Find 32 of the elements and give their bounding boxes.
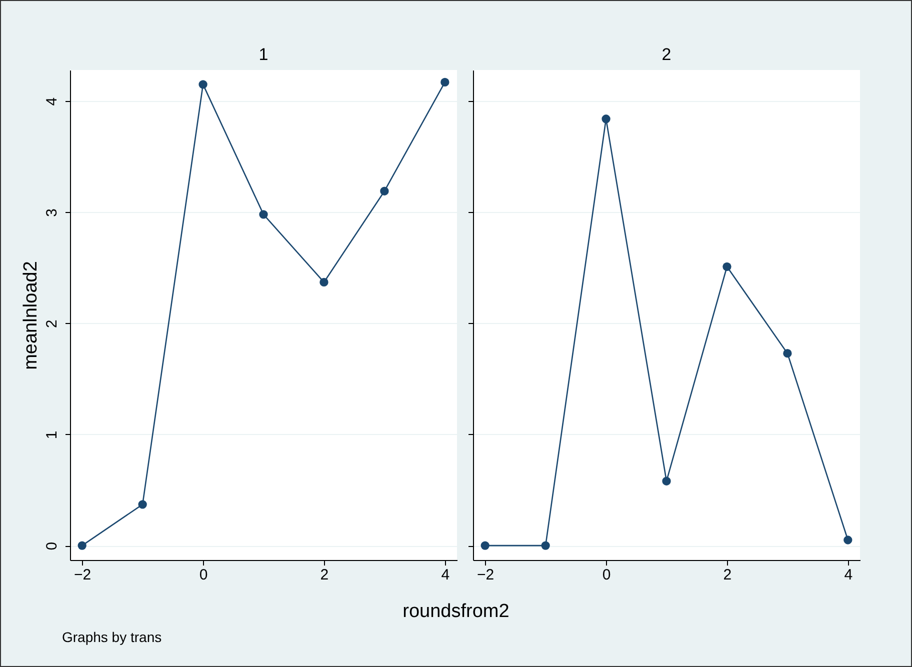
- chart-title: 2: [662, 45, 672, 64]
- y-tick-label: 2: [44, 320, 60, 328]
- point: [783, 349, 792, 358]
- point: [541, 541, 550, 550]
- point: [440, 78, 450, 87]
- y-tick-label: 4: [44, 97, 60, 106]
- point: [602, 114, 610, 124]
- point: [78, 541, 86, 550]
- point: [662, 476, 671, 486]
- point: [844, 536, 852, 544]
- x-tick-label: 4: [844, 566, 853, 584]
- point: [259, 210, 268, 219]
- point: [138, 500, 147, 509]
- x-tick-label: −2: [74, 566, 92, 584]
- x-tick-label: 2: [723, 566, 732, 584]
- x-tick-label: 0: [602, 566, 611, 584]
- text: Graphs by trans: [62, 629, 162, 645]
- point: [380, 186, 389, 196]
- point: [722, 262, 732, 271]
- point: [320, 278, 328, 287]
- point: [198, 80, 208, 89]
- x-tick-label: 4: [441, 566, 450, 584]
- x-tick-label: 2: [320, 566, 329, 584]
- point: [480, 541, 490, 550]
- y-tick-label: 3: [44, 208, 60, 217]
- x-tick-label: 0: [199, 566, 208, 584]
- chart-title: 1: [258, 45, 268, 64]
- y-tick-label: 0: [44, 542, 60, 550]
- y-tick-label: 1: [44, 430, 60, 440]
- x-tick-label: −2: [477, 566, 494, 584]
- y-axis-title: meanlnload2: [20, 261, 42, 370]
- x-axis-title: roundsfrom2: [402, 601, 510, 623]
